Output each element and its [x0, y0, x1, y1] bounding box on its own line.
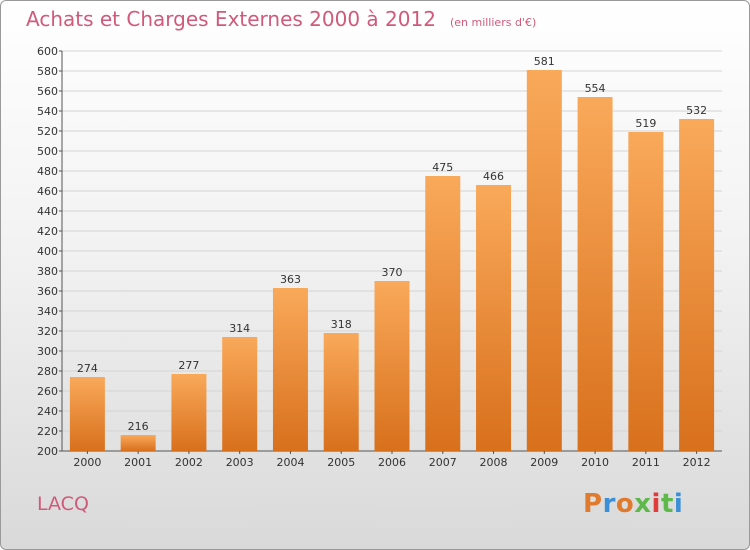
x-tick-label: 2006 [378, 456, 406, 469]
y-tick-label: 220 [37, 425, 58, 438]
y-tick-label: 480 [37, 165, 58, 178]
bar-2006 [374, 281, 410, 451]
x-tick-label: 2004 [276, 456, 304, 469]
y-tick-label: 200 [37, 445, 58, 458]
x-tick-label: 2002 [175, 456, 203, 469]
data-label-2006: 370 [382, 266, 403, 279]
logo-letter: P [583, 489, 603, 519]
y-tick-label: 560 [37, 85, 58, 98]
y-tick-label: 280 [37, 365, 58, 378]
bar-2005 [323, 333, 359, 451]
logo-letter: i [651, 489, 661, 519]
data-label-2002: 277 [178, 359, 199, 372]
x-tick-label: 2012 [683, 456, 711, 469]
x-tick-label: 2011 [632, 456, 660, 469]
data-label-2007: 475 [432, 161, 453, 174]
y-tick-label: 300 [37, 345, 58, 358]
proxiti-logo: Proxiti [583, 489, 683, 519]
data-label-2000: 274 [77, 362, 98, 375]
bar-2002 [171, 374, 207, 451]
y-tick-label: 460 [37, 185, 58, 198]
data-labels: 274 216 277 314 363 318 370 475 466 581 554 519 532 [77, 55, 707, 433]
place-name: LACQ [37, 493, 89, 515]
bars [69, 70, 715, 451]
x-tick-label: 2001 [124, 456, 152, 469]
bar-2003 [222, 337, 258, 451]
data-label-2003: 314 [229, 322, 250, 335]
data-label-2004: 363 [280, 273, 301, 286]
y-tick-label: 440 [37, 205, 58, 218]
x-tick-label: 2003 [226, 456, 254, 469]
chart-title-text: Achats et Charges Externes 2000 à 2012 [26, 7, 436, 31]
logo-letter: t [660, 489, 674, 519]
y-tick-label: 320 [37, 325, 58, 338]
y-tick-label: 500 [37, 145, 58, 158]
y-tick-label: 600 [37, 45, 58, 58]
x-tick-label: 2005 [327, 456, 355, 469]
y-tick-label: 240 [37, 405, 58, 418]
data-label-2001: 216 [128, 420, 149, 433]
bar-2007 [425, 176, 461, 451]
bar-2001 [120, 435, 156, 451]
logo-letter: x [634, 489, 652, 519]
y-tick-label: 260 [37, 385, 58, 398]
bar-2000 [69, 377, 105, 451]
bar-2009 [526, 70, 562, 451]
chart-title: Achats et Charges Externes 2000 à 2012 (e… [26, 7, 536, 31]
y-tick-label: 540 [37, 105, 58, 118]
y-tick-label: 580 [37, 65, 58, 78]
y-tick-label: 400 [37, 245, 58, 258]
y-tick-label: 520 [37, 125, 58, 138]
data-label-2010: 554 [585, 82, 606, 95]
bar-2004 [272, 288, 308, 451]
logo-letter: o [615, 489, 635, 519]
bar-2008 [476, 185, 512, 451]
y-tick-label: 380 [37, 265, 58, 278]
chart-subtitle: (en milliers d'€) [449, 16, 537, 29]
x-tick-label: 2010 [581, 456, 609, 469]
data-label-2012: 532 [686, 104, 707, 117]
data-label-2005: 318 [331, 318, 352, 331]
logo-letter: i [673, 489, 684, 519]
bar-2010 [577, 97, 613, 451]
y-tick-label: 340 [37, 305, 58, 318]
data-label-2009: 581 [534, 55, 555, 68]
y-tick-label: 360 [37, 285, 58, 298]
x-tick-label: 2009 [530, 456, 558, 469]
y-tick-label: 420 [37, 225, 58, 238]
bar-2011 [628, 132, 664, 451]
data-label-2011: 519 [635, 117, 656, 130]
logo-letter: r [602, 489, 616, 519]
data-label-2008: 466 [483, 170, 504, 183]
x-tick-label: 2000 [73, 456, 101, 469]
x-tick-label: 2007 [429, 456, 457, 469]
bar-2012 [679, 119, 715, 451]
x-tick-label: 2008 [480, 456, 508, 469]
